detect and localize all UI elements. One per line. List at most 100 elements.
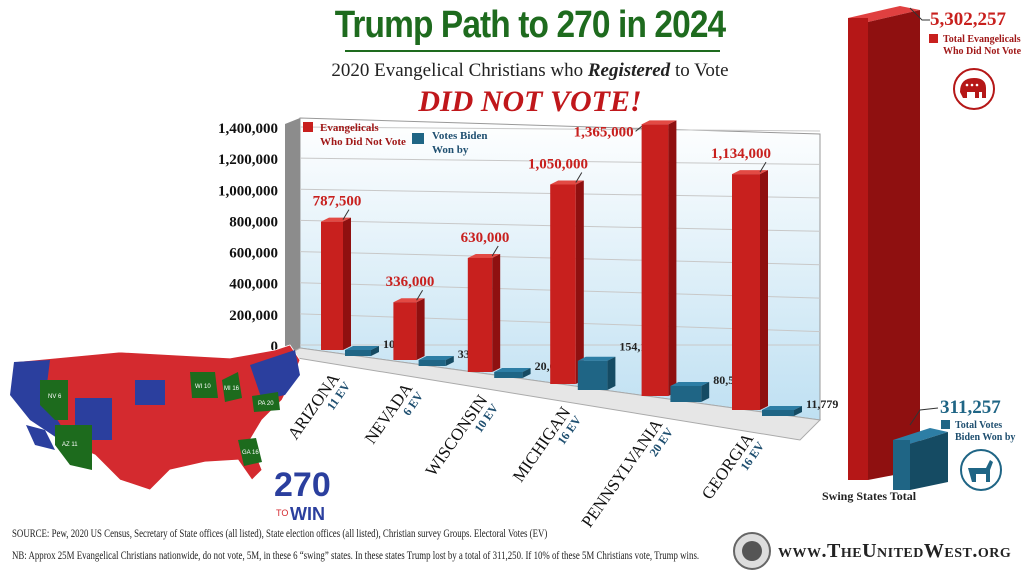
did-not-vote-banner: DID NOT VOTE! bbox=[418, 85, 642, 118]
title-underline bbox=[345, 50, 720, 52]
blue-bar-michigan bbox=[577, 360, 608, 390]
red-value-label: 787,500 bbox=[313, 194, 362, 210]
swing-states-total-label: Swing States Total bbox=[822, 489, 917, 503]
blue-bar-side bbox=[371, 346, 379, 356]
map-label-mi: MI 16 bbox=[224, 386, 240, 392]
blue-bar-top bbox=[418, 356, 454, 360]
total-red-legend-swatch bbox=[929, 34, 938, 43]
total-red-legend-2: Who Did Not Vote bbox=[943, 46, 1022, 57]
red-bar-top bbox=[641, 120, 677, 125]
leader-line bbox=[342, 209, 350, 220]
red-bar-side bbox=[575, 180, 584, 384]
blue-bar-georgia bbox=[762, 410, 794, 416]
map-label-az: AZ 11 bbox=[62, 442, 78, 448]
united-west-seal-icon bbox=[733, 532, 771, 570]
blue-bar-top bbox=[670, 381, 710, 386]
map-label-pa: PA 20 bbox=[258, 401, 274, 407]
red-bar-side bbox=[668, 120, 677, 397]
red-value-label: 336,000 bbox=[386, 274, 435, 290]
red-value-label: 1,134,000 bbox=[711, 146, 771, 162]
blue-bar-top bbox=[494, 368, 531, 372]
blue-bar-top bbox=[345, 346, 379, 350]
red-bar-wisconsin bbox=[467, 257, 493, 372]
total-blue-leader-line bbox=[909, 407, 939, 426]
map-label-ga: GA 16 bbox=[242, 450, 259, 456]
subtitle: 2020 Evangelical Christians who Register… bbox=[300, 60, 760, 82]
legend-swatch-red bbox=[303, 122, 313, 132]
red-bar-side bbox=[492, 253, 501, 372]
swing-total-chart: 5,302,257 Total Evangelicals Who Did Not… bbox=[848, 6, 1022, 491]
blue-bar-top bbox=[577, 356, 616, 361]
republican-elephant-icon bbox=[953, 68, 995, 110]
y-tick-label: 1,200,000 bbox=[218, 152, 278, 168]
blue-bar-nevada bbox=[418, 360, 446, 366]
source-note: SOURCE: Pew, 2020 US Census, Secretary o… bbox=[12, 528, 548, 540]
blue-bar-pennsylvania bbox=[670, 385, 702, 402]
270-to-win-logo: 270 TO WIN bbox=[274, 466, 331, 524]
total-blue-legend-1: Total Votes bbox=[955, 420, 1002, 431]
leader-line bbox=[491, 245, 499, 257]
total-blue-bar bbox=[893, 440, 910, 490]
legend-swatch-blue bbox=[412, 133, 424, 144]
gridline bbox=[299, 126, 821, 132]
map-label-nv: NV 6 bbox=[48, 394, 62, 400]
blue-bar-arizona bbox=[345, 350, 371, 356]
website-link[interactable]: www.TheUnitedWest.org bbox=[778, 540, 1012, 562]
gridline bbox=[299, 157, 821, 165]
map-label-wi: WI 10 bbox=[195, 384, 211, 390]
blue-bar-side bbox=[701, 381, 710, 402]
y-tick-label: 1,000,000 bbox=[218, 183, 278, 199]
red-bar-georgia bbox=[732, 174, 760, 410]
total-blue-legend-swatch bbox=[941, 420, 950, 429]
chart-side-wall bbox=[285, 118, 300, 356]
red-bar-side bbox=[343, 217, 351, 350]
y-tick-label: 400,000 bbox=[229, 277, 278, 293]
y-tick-label: 1,400,000 bbox=[218, 121, 278, 137]
red-bar-nevada bbox=[393, 302, 417, 360]
blue-bar-side bbox=[445, 356, 454, 366]
blue-bar-top bbox=[762, 406, 802, 410]
total-red-value-label: 5,302,257 bbox=[930, 9, 1007, 30]
y-tick-label: 0 bbox=[271, 339, 279, 355]
red-bar-top bbox=[732, 170, 768, 175]
legend-label-red-1: Evangelicals bbox=[320, 122, 379, 134]
red-value-label: 1,050,000 bbox=[528, 157, 588, 173]
legend-label-red-2: Who Did Not Vote bbox=[320, 136, 406, 148]
blue-bar-side bbox=[522, 368, 531, 378]
chart-legend: Evangelicals Who Did Not Vote Votes Bide… bbox=[303, 122, 488, 156]
red-bar-top bbox=[550, 180, 584, 185]
logo-number: 270 bbox=[274, 466, 331, 504]
y-tick-label: 600,000 bbox=[229, 246, 278, 262]
red-bar-pennsylvania bbox=[641, 124, 669, 397]
legend-label-blue-1: Votes Biden bbox=[432, 130, 488, 142]
blue-value-label: 11,779 bbox=[806, 397, 838, 411]
logo-to: TO bbox=[276, 508, 288, 518]
red-bar-side bbox=[760, 170, 768, 410]
nb-note: NB: Approx 25M Evangelical Christians na… bbox=[12, 550, 700, 562]
total-red-leader-line bbox=[909, 7, 930, 21]
page-title: Trump Path to 270 in 2024 bbox=[334, 4, 726, 46]
blue-bar-side bbox=[794, 406, 802, 416]
total-red-bar-side bbox=[868, 10, 920, 480]
red-value-label: 630,000 bbox=[461, 230, 510, 246]
red-bar-top bbox=[467, 253, 501, 258]
red-value-label: 1,365,000 bbox=[574, 124, 634, 140]
category-name: PENNSYLVANIA bbox=[578, 415, 667, 531]
blue-bar-side bbox=[607, 356, 616, 390]
logo-win: WIN bbox=[290, 504, 325, 524]
democrat-donkey-icon bbox=[960, 449, 1002, 491]
subtitle-post: to Vote bbox=[670, 60, 729, 81]
legend-label-blue-2: Won by bbox=[432, 144, 469, 156]
blue-bar-wisconsin bbox=[494, 372, 523, 378]
y-tick-label: 800,000 bbox=[229, 214, 278, 230]
leader-line bbox=[575, 172, 583, 183]
subtitle-pre: 2020 Evangelical Christians who bbox=[331, 60, 588, 81]
subtitle-emphasis: Registered bbox=[587, 60, 671, 81]
total-blue-legend-2: Biden Won by bbox=[955, 432, 1015, 443]
